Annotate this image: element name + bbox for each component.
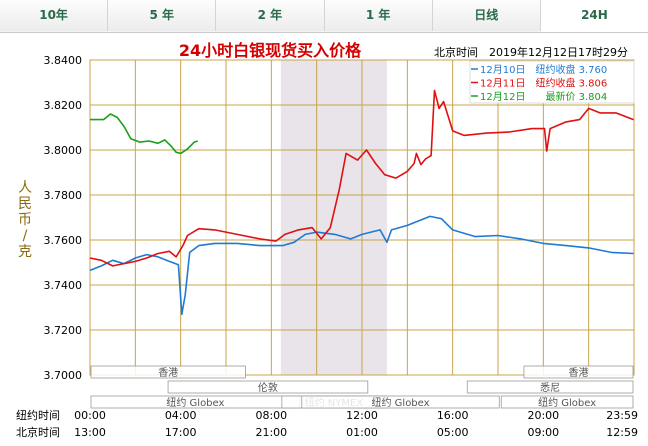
x-tick-label: 12:00 bbox=[346, 409, 378, 422]
legend-entry: 12月10日 纽约收盘 3.760 bbox=[480, 63, 607, 76]
chart-title: 24小时白银现货买入价格 bbox=[179, 41, 362, 60]
x-tick-label: 17:00 bbox=[165, 426, 197, 439]
x-tick-label: 12:59 bbox=[606, 426, 638, 439]
legend-entry: 12月12日 最新价 3.804 bbox=[480, 90, 607, 103]
y-tick-label: 3.8200 bbox=[44, 99, 83, 112]
market-session-bar bbox=[301, 395, 500, 409]
y-tick-label: 3.8400 bbox=[44, 54, 83, 67]
period-tabs: 10年 5 年 2 年 1 年 日线 24H bbox=[0, 0, 648, 33]
chart-container: 3.7000 3.7200 3.7400 3.7600 3.7800 3.8000 3.82… bbox=[0, 32, 648, 442]
y-tick-label: 3.7400 bbox=[44, 279, 83, 292]
chart-timestamp: 北京时间 2019年12月12日17时29分 bbox=[434, 45, 628, 59]
market-session-label: 香港 bbox=[158, 367, 178, 379]
x-tick-label: 01:00 bbox=[346, 426, 378, 439]
x-tick-label: 00:00 bbox=[74, 409, 106, 422]
market-session-label: 香港 bbox=[568, 367, 588, 379]
plot-border bbox=[89, 59, 635, 376]
y-tick-label: 3.7600 bbox=[44, 234, 83, 247]
market-session-label: 纽约 Globex bbox=[371, 396, 429, 409]
market-session-label: 伦敦 bbox=[258, 381, 278, 394]
tab-10-year[interactable]: 10年 bbox=[0, 0, 109, 31]
y-tick-label: 3.7800 bbox=[44, 189, 83, 202]
market-session: 纽约 Globex bbox=[90, 395, 301, 409]
market-session-bar bbox=[523, 365, 634, 379]
x-tick-label: 05:00 bbox=[437, 426, 469, 439]
market-session: 悉尼 bbox=[466, 380, 634, 394]
tab-1-year[interactable]: 1 年 bbox=[324, 0, 433, 31]
x-tick-label: 13:00 bbox=[74, 426, 106, 439]
y-tick-label: 3.7000 bbox=[44, 369, 83, 382]
series-line-12月12日 bbox=[90, 113, 198, 155]
x-row-label: 纽约时间 bbox=[16, 408, 60, 422]
price-chart: 3.7000 3.7200 3.7400 3.7600 3.7800 3.8000 3.82… bbox=[16, 41, 638, 439]
tab-daily[interactable]: 日线 bbox=[432, 0, 541, 31]
x-tick-label: 04:00 bbox=[165, 409, 197, 422]
y-tick-label: 3.7200 bbox=[44, 324, 83, 337]
y-axis-label-char: 币 bbox=[18, 212, 32, 228]
market-session-bar bbox=[466, 380, 634, 394]
market-session: 香港 bbox=[90, 365, 246, 379]
y-axis-label-char: 人 bbox=[18, 180, 32, 196]
x-tick-label: 16:00 bbox=[437, 409, 469, 422]
market-session-label: 悉尼 bbox=[540, 382, 560, 394]
legend-entry: 12月11日 纽约收盘 3.806 bbox=[480, 77, 607, 90]
y-axis-label-char: 民 bbox=[18, 196, 32, 212]
market-session: 香港 bbox=[523, 365, 634, 379]
tab-2-year[interactable]: 2 年 bbox=[216, 0, 325, 31]
x-row-label: 北京时间 bbox=[16, 425, 60, 439]
x-tick-label: 09:00 bbox=[527, 426, 559, 439]
series-line-12月11日 bbox=[89, 89, 634, 267]
y-axis-label-char: / bbox=[23, 228, 28, 244]
market-session-bar bbox=[500, 395, 634, 409]
market-session-bar bbox=[167, 380, 369, 394]
x-tick-label: 23:59 bbox=[606, 409, 638, 422]
market-session-bar bbox=[90, 365, 246, 379]
market-session: 伦敦 bbox=[167, 380, 369, 394]
x-tick-label: 08:00 bbox=[255, 409, 287, 422]
market-session-label: 纽约 Globex bbox=[538, 396, 596, 409]
y-axis-label-char: 克 bbox=[18, 244, 32, 260]
nymex-session-band bbox=[280, 60, 387, 375]
y-tick-label: 3.8000 bbox=[44, 144, 83, 157]
x-tick-label: 21:00 bbox=[255, 426, 287, 439]
market-session: 纽约 Globex bbox=[500, 395, 634, 409]
tab-24h[interactable]: 24H bbox=[540, 0, 648, 32]
tab-5-year[interactable]: 5 年 bbox=[108, 0, 217, 31]
x-tick-label: 20:00 bbox=[527, 409, 559, 422]
market-session: 纽约 Globex bbox=[301, 395, 500, 409]
market-session-label: 纽约 Globex bbox=[166, 396, 224, 409]
series-line-12月10日 bbox=[89, 215, 634, 316]
legend-box bbox=[469, 60, 635, 104]
